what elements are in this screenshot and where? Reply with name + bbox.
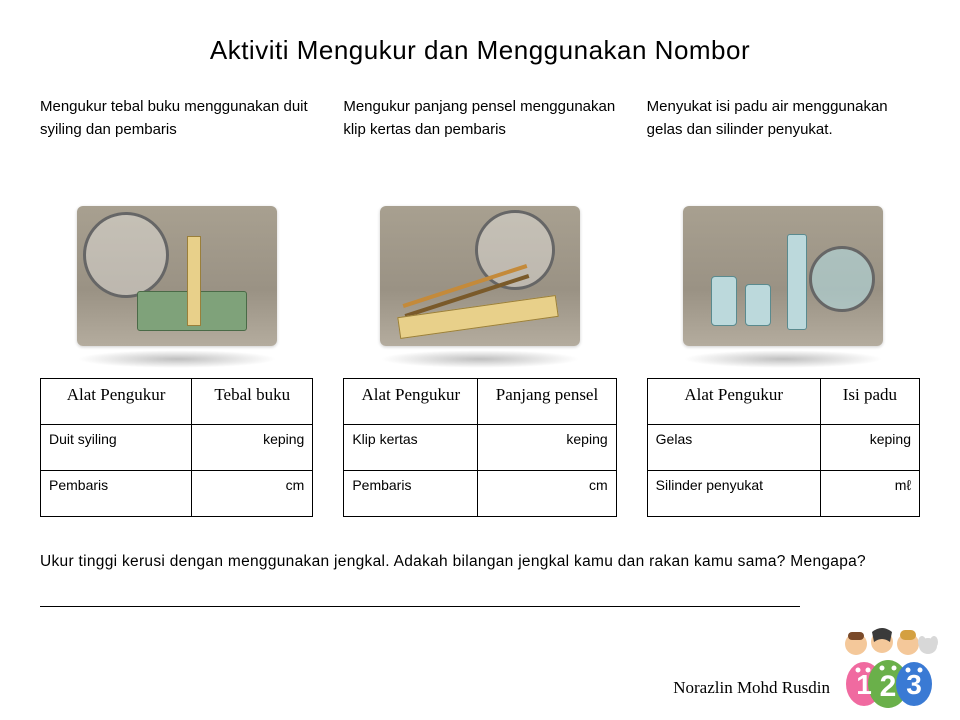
table-row: Pembaris cm	[344, 471, 616, 517]
activity-image-3	[683, 206, 883, 346]
unit-cell: keping	[192, 425, 313, 471]
tool-cell: Pembaris	[344, 471, 478, 517]
tool-cell: Pembaris	[41, 471, 192, 517]
question-text: Ukur tinggi kerusi dengan menggunakan je…	[40, 545, 920, 579]
activity-image-1	[77, 206, 277, 346]
image-shadow	[683, 350, 883, 368]
table-1: Alat Pengukur Tebal buku Duit syiling ke…	[40, 378, 313, 517]
answer-line	[40, 579, 800, 607]
unit-cell: keping	[478, 425, 616, 471]
tool-cell: Klip kertas	[344, 425, 478, 471]
tool-cell: Gelas	[647, 425, 820, 471]
activity-col-3: Menyukat isi padu air menggunakan gelas …	[647, 96, 920, 517]
unit-cell: keping	[820, 425, 919, 471]
table-header: Tebal buku	[192, 379, 313, 425]
activity-columns: Mengukur tebal buku menggunakan duit syi…	[40, 96, 920, 517]
activity-col-1: Mengukur tebal buku menggunakan duit syi…	[40, 96, 313, 517]
table-header: Alat Pengukur	[647, 379, 820, 425]
table-row: Silinder penyukat mℓ	[647, 471, 919, 517]
table-header: Panjang pensel	[478, 379, 616, 425]
mascot-icon: 1 2 3	[832, 622, 942, 712]
image-shadow	[380, 350, 580, 368]
table-row: Klip kertas keping	[344, 425, 616, 471]
tool-cell: Silinder penyukat	[647, 471, 820, 517]
page-title: Aktiviti Mengukur dan Menggunakan Nombor	[40, 35, 920, 66]
table-header: Alat Pengukur	[41, 379, 192, 425]
table-3: Alat Pengukur Isi padu Gelas keping Sili…	[647, 378, 920, 517]
svg-text:1: 1	[856, 669, 872, 700]
table-2: Alat Pengukur Panjang pensel Klip kertas…	[343, 378, 616, 517]
activity-image-2	[380, 206, 580, 346]
svg-text:2: 2	[880, 670, 897, 703]
unit-cell: mℓ	[820, 471, 919, 517]
activity-desc-2: Mengukur panjang pensel menggunakan klip…	[343, 96, 616, 206]
table-row: Duit syiling keping	[41, 425, 313, 471]
table-row: Pembaris cm	[41, 471, 313, 517]
unit-cell: cm	[192, 471, 313, 517]
tool-cell: Duit syiling	[41, 425, 192, 471]
unit-cell: cm	[478, 471, 616, 517]
activity-desc-1: Mengukur tebal buku menggunakan duit syi…	[40, 96, 313, 206]
author-signature: Norazlin Mohd Rusdin	[673, 678, 830, 698]
svg-text:3: 3	[906, 669, 922, 700]
image-shadow	[77, 350, 277, 368]
activity-desc-3: Menyukat isi padu air menggunakan gelas …	[647, 96, 920, 206]
table-header: Isi padu	[820, 379, 919, 425]
table-row: Gelas keping	[647, 425, 919, 471]
table-header: Alat Pengukur	[344, 379, 478, 425]
activity-col-2: Mengukur panjang pensel menggunakan klip…	[343, 96, 616, 517]
